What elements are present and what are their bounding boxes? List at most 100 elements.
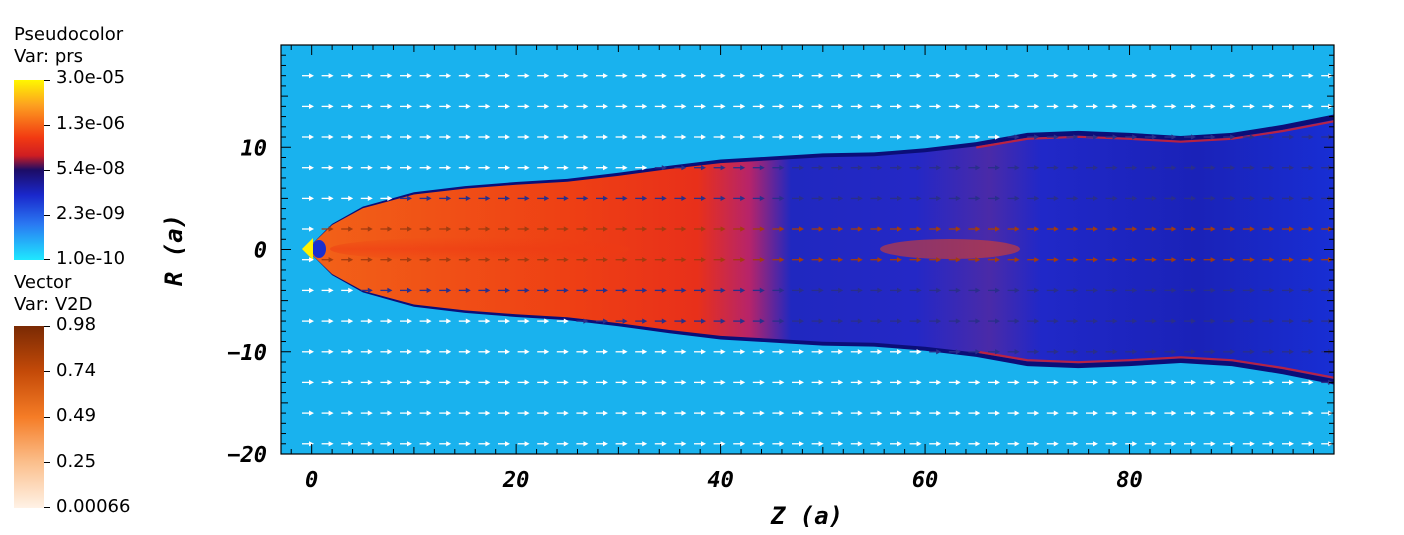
x-axis: 0 20 40 60 80 bbox=[290, 45, 1315, 493]
velocity-arrow bbox=[302, 195, 314, 201]
velocity-arrow bbox=[1105, 379, 1118, 385]
velocity-arrow bbox=[1262, 318, 1275, 324]
velocity-arrow bbox=[1164, 379, 1177, 385]
velocity-arrow bbox=[1086, 103, 1098, 109]
velocity-arrow bbox=[850, 349, 863, 355]
velocity-arrow bbox=[1105, 73, 1118, 79]
velocity-arrow bbox=[654, 226, 667, 232]
velocity-arrow bbox=[478, 195, 491, 201]
velocity-arrow bbox=[1203, 226, 1216, 232]
velocity-arrow bbox=[929, 257, 942, 263]
velocity-arrow bbox=[1046, 318, 1059, 324]
velocity-arrow bbox=[1086, 165, 1098, 171]
velocity-arrow bbox=[576, 349, 589, 355]
velocity-arrow bbox=[654, 349, 667, 355]
velocity-arrow bbox=[360, 441, 373, 447]
velocity-arrow bbox=[772, 73, 785, 79]
velocity-arrow bbox=[1262, 441, 1275, 447]
velocity-arrow bbox=[890, 134, 902, 140]
velocity-arrow bbox=[321, 349, 334, 355]
velocity-arrow bbox=[498, 287, 510, 293]
x-tick-label: 20 bbox=[502, 468, 530, 493]
velocity-arrow bbox=[870, 441, 883, 447]
velocity-arrow bbox=[1027, 349, 1040, 355]
velocity-arrow bbox=[537, 349, 550, 355]
velocity-arrow bbox=[988, 165, 1000, 171]
velocity-arrow bbox=[968, 287, 981, 293]
velocity-arrow bbox=[988, 379, 1000, 385]
velocity-arrow bbox=[713, 165, 726, 171]
velocity-arrow bbox=[537, 195, 550, 201]
velocity-arrow bbox=[1301, 410, 1314, 416]
velocity-arrow bbox=[694, 318, 706, 324]
velocity-arrow bbox=[713, 410, 726, 416]
velocity-arrow bbox=[576, 103, 589, 109]
velocity-arrow bbox=[948, 257, 961, 263]
velocity-arrow bbox=[1242, 318, 1255, 324]
velocity-arrow bbox=[694, 349, 706, 355]
velocity-arrow bbox=[811, 410, 824, 416]
velocity-arrow bbox=[1144, 165, 1157, 171]
velocity-arrow bbox=[752, 165, 765, 171]
velocity-arrow bbox=[968, 165, 981, 171]
velocity-arrow bbox=[1086, 287, 1098, 293]
velocity-arrow bbox=[556, 195, 569, 201]
velocity-arrow bbox=[948, 410, 961, 416]
velocity-arrow bbox=[1027, 226, 1040, 232]
velocity-arrow bbox=[948, 226, 961, 232]
velocity-arrow bbox=[478, 287, 491, 293]
velocity-arrow bbox=[478, 226, 491, 232]
velocity-arrow bbox=[772, 195, 785, 201]
velocity-arrow bbox=[948, 103, 961, 109]
velocity-arrow bbox=[615, 226, 628, 232]
velocity-arrow bbox=[1105, 441, 1118, 447]
velocity-arrow bbox=[615, 103, 628, 109]
pressure-colorbar bbox=[14, 80, 44, 260]
velocity-arrow bbox=[360, 410, 373, 416]
velocity-arrow bbox=[772, 379, 785, 385]
velocity-colorbar-label: 0.49 bbox=[56, 405, 97, 426]
velocity-arrow bbox=[1301, 134, 1314, 140]
velocity-arrow bbox=[419, 410, 432, 416]
velocity-arrow bbox=[1105, 165, 1118, 171]
velocity-arrow bbox=[341, 73, 354, 79]
velocity-arrow bbox=[1046, 165, 1059, 171]
velocity-arrow bbox=[1242, 165, 1255, 171]
velocity-arrow bbox=[870, 287, 883, 293]
velocity-arrow bbox=[850, 257, 863, 263]
velocity-arrow bbox=[302, 73, 314, 79]
velocity-arrow bbox=[596, 441, 608, 447]
velocity-arrow bbox=[968, 379, 981, 385]
velocity-arrow bbox=[1164, 195, 1177, 201]
velocity-arrow bbox=[929, 195, 942, 201]
velocity-arrow bbox=[1164, 441, 1177, 447]
velocity-arrow bbox=[1242, 73, 1255, 79]
velocity-arrow bbox=[439, 226, 452, 232]
velocity-arrow bbox=[1046, 226, 1059, 232]
velocity-arrow bbox=[537, 318, 550, 324]
velocity-arrow bbox=[596, 379, 608, 385]
velocity-arrow bbox=[1184, 441, 1196, 447]
velocity-arrow bbox=[1164, 134, 1177, 140]
x-tick-label: 0 bbox=[305, 468, 318, 493]
velocity-colorbar-label-max: 0.98 bbox=[56, 314, 97, 335]
velocity-arrow bbox=[968, 441, 981, 447]
velocity-arrow bbox=[1027, 103, 1040, 109]
velocity-arrow bbox=[1105, 103, 1118, 109]
velocity-arrow bbox=[1125, 318, 1138, 324]
velocity-arrow bbox=[517, 257, 530, 263]
velocity-arrow bbox=[478, 73, 491, 79]
velocity-arrow bbox=[968, 349, 981, 355]
velocity-arrow bbox=[811, 257, 824, 263]
velocity-arrow bbox=[1164, 318, 1177, 324]
velocity-arrow bbox=[1007, 103, 1020, 109]
velocity-arrow bbox=[811, 134, 824, 140]
velocity-arrow bbox=[792, 103, 804, 109]
velocity-arrow bbox=[321, 165, 334, 171]
velocity-arrow bbox=[537, 134, 550, 140]
velocity-arrow bbox=[674, 134, 687, 140]
velocity-arrow bbox=[400, 257, 412, 263]
velocity-arrow bbox=[772, 165, 785, 171]
velocity-arrow bbox=[1301, 379, 1314, 385]
velocity-arrow bbox=[850, 379, 863, 385]
